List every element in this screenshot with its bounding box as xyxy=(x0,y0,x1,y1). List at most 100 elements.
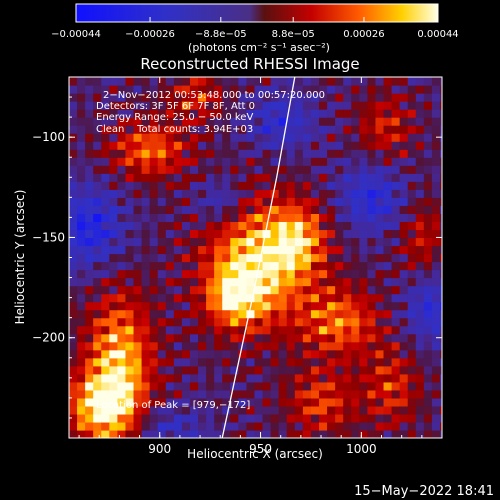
heatmap-cell xyxy=(310,157,320,166)
heatmap-cell xyxy=(407,261,417,271)
heatmap-cell xyxy=(262,165,272,174)
heatmap-cell xyxy=(222,285,231,295)
heatmap-cell xyxy=(238,405,248,415)
heatmap-cell xyxy=(319,381,328,391)
heatmap-cell xyxy=(117,373,127,383)
heatmap-cell xyxy=(391,141,401,150)
heatmap-cell xyxy=(294,269,304,279)
heatmap-cell xyxy=(222,269,231,279)
heatmap-cell xyxy=(173,101,183,110)
heatmap-cell xyxy=(198,189,207,198)
heatmap-cell xyxy=(278,341,288,351)
heatmap-cell xyxy=(181,341,191,351)
heatmap-cell xyxy=(367,77,377,86)
heatmap-cell xyxy=(319,317,328,327)
heatmap-cell xyxy=(351,277,360,287)
heatmap-cell xyxy=(335,93,344,102)
heatmap-cell xyxy=(198,93,207,102)
heatmap-cell xyxy=(238,221,248,231)
heatmap-cell xyxy=(302,93,312,102)
heatmap-cell xyxy=(399,421,409,431)
chart-title: Reconstructed RHESSI Image xyxy=(140,55,359,73)
heatmap-cell xyxy=(198,365,207,375)
heatmap-cell xyxy=(262,341,272,351)
heatmap-cell xyxy=(407,277,417,287)
heatmap-cell xyxy=(117,349,127,359)
heatmap-cell xyxy=(189,397,199,407)
heatmap-cell xyxy=(407,285,417,295)
heatmap-cell xyxy=(173,373,183,383)
heatmap-cell xyxy=(343,269,352,279)
heatmap-cell xyxy=(391,333,401,343)
heatmap-cell xyxy=(189,317,199,327)
heatmap-cell xyxy=(230,109,239,118)
heatmap-cell xyxy=(85,277,94,287)
heatmap-cell xyxy=(254,85,264,94)
heatmap-cell xyxy=(125,221,135,231)
heatmap-cell xyxy=(335,309,344,319)
heatmap-cell xyxy=(117,245,127,255)
heatmap-cell xyxy=(165,333,175,343)
heatmap-cell xyxy=(375,293,385,303)
heatmap-cell xyxy=(343,405,352,415)
heatmap-cell xyxy=(415,293,425,303)
heatmap-cell xyxy=(383,373,393,383)
heatmap-cell xyxy=(294,349,304,359)
heatmap-cell xyxy=(286,301,296,311)
heatmap-cell xyxy=(310,317,320,327)
heatmap-cell xyxy=(157,85,167,94)
heatmap-cell xyxy=(262,245,272,255)
heatmap-cell xyxy=(117,181,127,190)
heatmap-cell xyxy=(262,181,272,190)
heatmap-cell xyxy=(117,213,127,222)
heatmap-cell xyxy=(359,261,368,271)
heatmap-cell xyxy=(423,325,433,335)
heatmap-cell xyxy=(351,357,360,367)
heatmap-cell xyxy=(254,213,264,222)
heatmap-cell xyxy=(262,101,272,110)
heatmap-cell xyxy=(238,101,248,110)
heatmap-cell xyxy=(399,157,409,166)
heatmap-cell xyxy=(198,205,207,214)
heatmap-cell xyxy=(262,141,272,150)
heatmap-cell xyxy=(383,293,393,303)
heatmap-cell xyxy=(109,389,118,399)
heatmap-cell xyxy=(133,389,143,399)
heatmap-cell xyxy=(189,365,199,375)
heatmap-cell xyxy=(198,333,207,343)
heatmap-cell xyxy=(149,333,159,343)
heatmap-cell xyxy=(214,133,223,142)
heatmap-cell xyxy=(69,357,78,367)
heatmap-cell xyxy=(335,261,344,271)
heatmap-cell xyxy=(198,277,207,287)
heatmap-cell xyxy=(319,213,328,222)
heatmap-cell xyxy=(206,373,215,383)
heatmap-cell xyxy=(189,381,199,391)
heatmap-cell xyxy=(109,141,118,150)
heatmap-cell xyxy=(383,157,393,166)
heatmap-cell xyxy=(327,213,336,222)
heatmap-cell xyxy=(222,277,231,287)
heatmap-cell xyxy=(278,317,288,327)
heatmap-cell xyxy=(181,253,191,263)
heatmap-cell xyxy=(286,149,296,158)
heatmap-cell xyxy=(391,421,401,431)
heatmap-cell xyxy=(206,325,215,335)
heatmap-cell xyxy=(93,149,102,158)
heatmap-cell xyxy=(141,125,151,134)
heatmap-cell xyxy=(439,125,442,134)
heatmap-cell xyxy=(286,85,296,94)
heatmap-cell xyxy=(415,93,425,102)
heatmap-cell xyxy=(343,253,352,263)
heatmap-cell xyxy=(85,165,94,174)
heatmap-cell xyxy=(101,341,110,351)
heatmap-cell xyxy=(254,133,264,142)
heatmap-cell xyxy=(214,85,223,94)
heatmap-cell xyxy=(343,397,352,407)
heatmap-cell xyxy=(423,429,433,438)
heatmap-cell xyxy=(125,197,135,206)
heatmap-cell xyxy=(246,429,256,438)
heatmap-cell xyxy=(327,365,336,375)
heatmap-cell xyxy=(319,389,328,399)
heatmap-cell xyxy=(439,157,442,166)
